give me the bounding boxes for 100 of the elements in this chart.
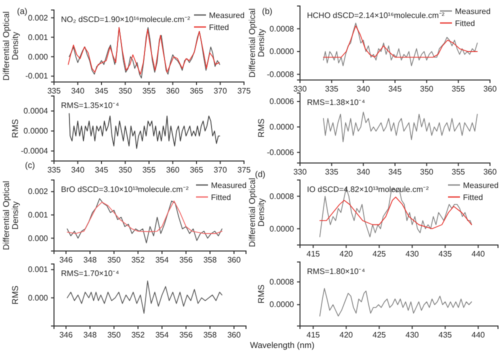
x-tick-label: 345 bbox=[388, 84, 402, 94]
x-tick-label: 435 bbox=[438, 330, 452, 340]
annotation: BrO dSCD=3.10×10¹³molecule.cm⁻² bbox=[61, 185, 189, 194]
x-tick-label: 335 bbox=[47, 166, 62, 175]
x-tick-label: 425 bbox=[372, 330, 386, 340]
y-tick-label: -0.0006 bbox=[266, 148, 295, 157]
y-tick-label: -0.0004 bbox=[20, 146, 49, 156]
x-tick-label: 346 bbox=[59, 256, 74, 265]
x-tick-label: 354 bbox=[155, 330, 170, 340]
line-series bbox=[323, 112, 478, 142]
x-tick-label: 360 bbox=[483, 84, 498, 94]
x-tick-label: 360 bbox=[166, 86, 180, 96]
x-tick-label: 340 bbox=[71, 166, 85, 175]
x-tick-label: 355 bbox=[142, 166, 156, 175]
x-tick-label: 360 bbox=[227, 330, 242, 340]
x-tick-label: 425 bbox=[372, 250, 386, 259]
legend-label: Measured bbox=[209, 11, 245, 20]
x-tick-label: 335 bbox=[324, 84, 339, 94]
x-tick-label: 345 bbox=[94, 166, 109, 175]
x-tick-label: 375 bbox=[237, 86, 252, 96]
annotation: IO dSCD=4.82×10¹³molecule.cm⁻² bbox=[307, 185, 430, 194]
y-tick-label: 0.002 bbox=[28, 13, 49, 22]
legend-label: Measured bbox=[455, 7, 491, 16]
x-tick-label: 360 bbox=[166, 166, 180, 175]
x-tick-label: 335 bbox=[324, 168, 339, 177]
y-axis-title: RMS bbox=[10, 118, 20, 138]
chart-title: (a) bbox=[17, 6, 28, 16]
y-tick-label: 0.001 bbox=[28, 32, 49, 42]
line-series bbox=[68, 113, 220, 149]
x-tick-label: 430 bbox=[406, 250, 420, 259]
x-tick-label: 352 bbox=[131, 256, 146, 265]
y-tick-label: 0.000 bbox=[28, 293, 49, 302]
x-tick-label: 358 bbox=[203, 330, 218, 340]
y-axis-title: RMS bbox=[256, 284, 266, 304]
y-tick-label: 0.0006 bbox=[270, 97, 295, 106]
x-tick-label: 346 bbox=[59, 330, 74, 340]
x-tick-label: 355 bbox=[142, 86, 156, 96]
line-series bbox=[323, 26, 478, 58]
y-tick-label: 0.0000 bbox=[270, 122, 295, 132]
x-tick-label: 356 bbox=[179, 330, 194, 340]
x-tick-label: 345 bbox=[388, 168, 402, 177]
x-tick-label: 360 bbox=[483, 168, 498, 177]
x-tick-label: 358 bbox=[203, 256, 218, 265]
y-tick-label: -0.0008 bbox=[266, 70, 295, 79]
y-tick-label: 0.0008 bbox=[270, 24, 295, 34]
x-tick-label: 420 bbox=[340, 330, 354, 340]
legend-label: Measured bbox=[211, 181, 247, 190]
x-tick-label: 354 bbox=[155, 256, 170, 265]
y-tick-label: 0.001 bbox=[28, 265, 49, 274]
legend-label: Measured bbox=[463, 181, 499, 190]
y-axis-title: Differential Optical Density bbox=[247, 178, 266, 248]
annotation: RMS=1.70×10⁻⁴ bbox=[61, 269, 120, 278]
y-axis-title: RMS bbox=[10, 285, 20, 304]
y-tick-label: 0.0000 bbox=[270, 224, 295, 234]
annotation: RMS=1.35×10⁻⁴ bbox=[61, 101, 120, 110]
line-series bbox=[66, 200, 222, 234]
x-tick-label: 340 bbox=[356, 168, 371, 177]
x-tick-label: 430 bbox=[406, 330, 420, 340]
annotation: RMS=1.38×10⁻⁴ bbox=[307, 98, 366, 107]
x-tick-label: 355 bbox=[452, 84, 466, 94]
x-tick-label: 440 bbox=[472, 250, 486, 259]
y-tick-label: -0.001 bbox=[25, 72, 49, 81]
x-tick-label: 350 bbox=[420, 84, 434, 94]
x-tick-label: 345 bbox=[94, 86, 109, 96]
chart-title: (d) bbox=[255, 169, 266, 179]
x-tick-label: 370 bbox=[214, 86, 228, 96]
y-tick-label: 0.002 bbox=[28, 187, 49, 196]
x-tick-label: 355 bbox=[452, 168, 466, 177]
x-tick-label: 350 bbox=[107, 256, 122, 265]
x-tick-label: 370 bbox=[214, 166, 228, 175]
x-tick-label: 415 bbox=[306, 330, 320, 340]
x-tick-label: 348 bbox=[83, 330, 98, 340]
legend-label: Fitted bbox=[455, 19, 476, 28]
x-tick-label: 360 bbox=[227, 256, 242, 265]
y-tick-label: 0.0008 bbox=[270, 192, 295, 201]
annotation: HCHO dSCD=2.14×10¹⁶molecule.cm⁻² bbox=[307, 11, 445, 20]
x-axis-title: Wavelength (nm) bbox=[250, 340, 315, 350]
x-tick-label: 335 bbox=[47, 86, 62, 96]
x-tick-label: 375 bbox=[237, 166, 252, 175]
legend-label: Fitted bbox=[211, 193, 232, 202]
x-tick-label: 352 bbox=[131, 330, 146, 340]
chart-title: (b) bbox=[262, 6, 273, 16]
y-axis-title: Differential Optical Density bbox=[1, 180, 20, 250]
y-tick-label: 0.000 bbox=[28, 52, 49, 62]
x-tick-label: 440 bbox=[472, 330, 486, 340]
x-tick-label: 365 bbox=[190, 166, 204, 175]
x-tick-label: 350 bbox=[107, 330, 122, 340]
x-tick-label: 350 bbox=[118, 166, 132, 175]
y-tick-label: 0.0000 bbox=[24, 126, 49, 136]
x-tick-label: 350 bbox=[118, 86, 132, 96]
line-series bbox=[66, 280, 222, 314]
x-tick-label: 356 bbox=[179, 256, 194, 265]
x-tick-label: 340 bbox=[356, 84, 371, 94]
x-tick-label: 420 bbox=[340, 250, 354, 259]
x-tick-label: 330 bbox=[293, 84, 308, 94]
y-tick-label: 0.0008 bbox=[270, 277, 295, 286]
y-tick-label: 0.000 bbox=[28, 234, 49, 243]
annotation: NO₂ dSCD=1.90×10¹⁶molecule.cm⁻² bbox=[61, 15, 190, 24]
x-tick-label: 415 bbox=[306, 250, 320, 259]
y-tick-label: 0.0000 bbox=[270, 300, 295, 310]
